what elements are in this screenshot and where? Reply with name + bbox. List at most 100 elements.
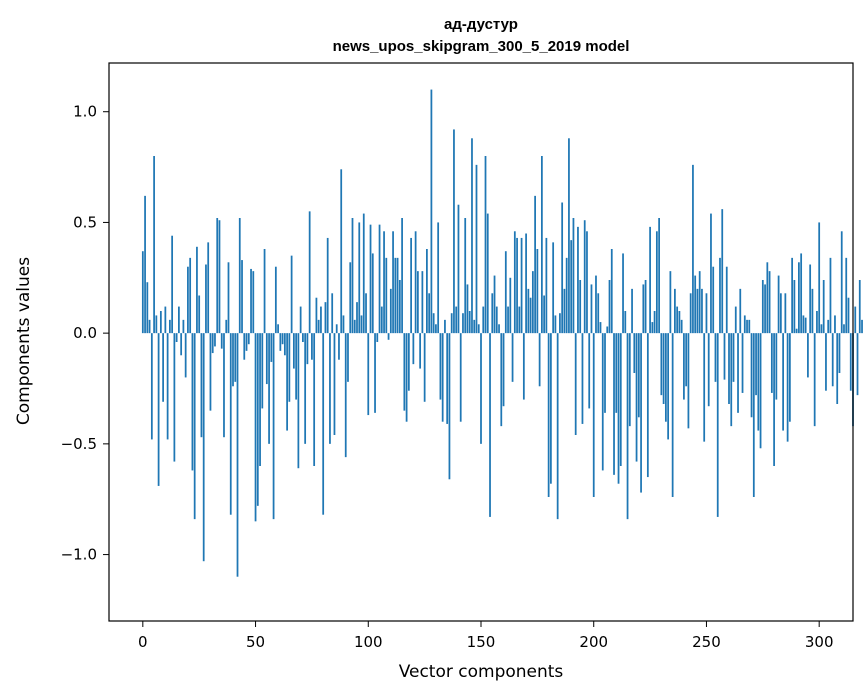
x-axis-ticks: 0 50 100 150 200 250 300 [138, 621, 834, 651]
bar [419, 333, 422, 369]
bar [187, 266, 189, 334]
bar [540, 156, 543, 334]
bar [371, 253, 374, 334]
bar [777, 275, 780, 334]
bar [254, 333, 257, 522]
bar [631, 288, 633, 334]
x-tick-label: 200 [579, 633, 608, 651]
bar [858, 280, 861, 334]
bar [322, 333, 325, 515]
bar [597, 293, 600, 334]
bar [421, 271, 424, 334]
bar [755, 333, 757, 396]
bar [302, 333, 304, 342]
bar [394, 257, 397, 334]
bar [482, 306, 485, 334]
bar [229, 333, 232, 515]
bar [315, 297, 318, 334]
bar [520, 237, 523, 334]
bar [511, 333, 514, 382]
bar [367, 333, 370, 416]
bar [507, 306, 509, 334]
bar [168, 319, 171, 334]
bar [207, 242, 210, 334]
bar [462, 313, 464, 334]
bar [423, 333, 426, 402]
bar [464, 218, 467, 334]
bar [155, 315, 158, 334]
bar [757, 333, 760, 431]
bar [550, 333, 552, 484]
bar [268, 333, 270, 444]
bar [626, 333, 629, 520]
bar [559, 313, 561, 334]
bar [622, 253, 624, 334]
bar [820, 324, 823, 334]
bar [193, 333, 196, 520]
bar [164, 306, 167, 334]
bar [728, 333, 730, 404]
bar [144, 195, 146, 334]
bar [428, 293, 431, 334]
bar [227, 262, 230, 334]
bar [547, 333, 550, 497]
bar [554, 315, 557, 334]
bar [701, 288, 703, 334]
bar [795, 328, 798, 334]
bar [779, 293, 782, 334]
bar [489, 333, 491, 517]
bar [403, 333, 406, 411]
bar [703, 333, 706, 442]
bar [705, 293, 708, 334]
bar [694, 275, 697, 334]
bar [689, 293, 692, 334]
bar [398, 280, 401, 334]
bar [581, 333, 584, 424]
bar [669, 271, 672, 334]
bar [592, 333, 595, 497]
y-axis-label: Components values [14, 257, 34, 425]
bar [579, 280, 582, 334]
bar [362, 213, 365, 334]
bar [599, 322, 602, 334]
bar [455, 306, 458, 334]
bar [162, 333, 164, 402]
bar [401, 218, 403, 334]
bar [793, 280, 796, 334]
bar [202, 333, 205, 562]
bar [522, 333, 525, 400]
bar [570, 240, 573, 334]
bar [845, 257, 848, 334]
bar [531, 271, 534, 334]
x-tick-label: 0 [138, 633, 148, 651]
bar [286, 333, 288, 431]
bar [313, 333, 316, 466]
bar [430, 89, 433, 334]
bar [317, 319, 320, 334]
bar [732, 333, 735, 382]
bar [714, 333, 717, 382]
bar [809, 264, 812, 334]
bar [613, 333, 615, 475]
bar [676, 306, 679, 334]
bar [807, 333, 809, 378]
bar [764, 284, 766, 334]
bar [667, 333, 670, 440]
bar [153, 156, 155, 334]
bar [374, 333, 376, 413]
bar [734, 306, 737, 334]
bar [829, 257, 832, 334]
bar [459, 333, 462, 422]
bar [617, 333, 620, 484]
bar [326, 237, 329, 334]
bar [746, 319, 748, 334]
bar [680, 319, 683, 334]
bar [232, 333, 234, 387]
bar [518, 306, 521, 334]
bar [369, 224, 372, 334]
bar [277, 324, 279, 334]
bar [150, 333, 153, 440]
bar [577, 226, 579, 334]
bar [504, 251, 507, 334]
